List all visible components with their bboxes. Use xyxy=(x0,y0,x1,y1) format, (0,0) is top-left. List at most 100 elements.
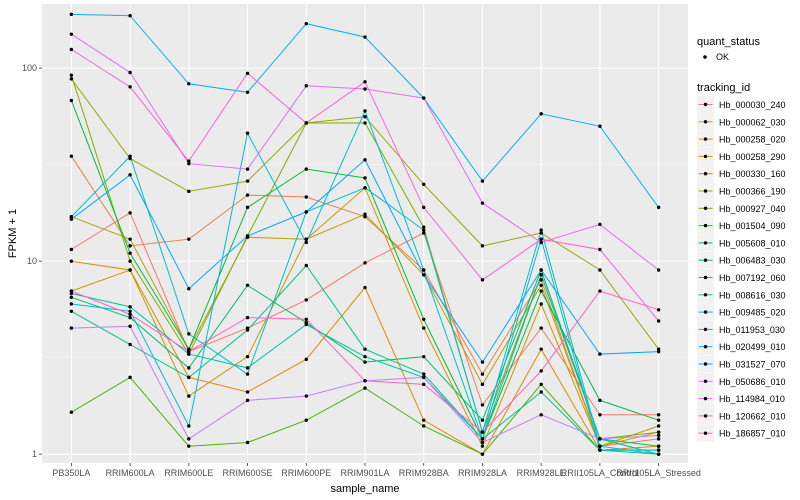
data-point xyxy=(656,430,661,434)
data-point xyxy=(245,390,250,394)
data-point xyxy=(539,289,543,293)
data-point xyxy=(245,315,250,320)
data-point xyxy=(187,352,191,356)
data-point xyxy=(656,349,661,354)
data-point xyxy=(128,315,132,320)
data-point xyxy=(480,360,485,364)
data-point xyxy=(187,424,191,428)
color-legend-label: Hb_050686_010 xyxy=(719,377,786,387)
data-point xyxy=(304,195,308,199)
color-legend-key-point xyxy=(703,206,708,210)
shape-legend-key xyxy=(703,55,707,59)
color-legend-key-point xyxy=(703,137,708,141)
data-point xyxy=(598,444,602,448)
y-tick-label: 10 xyxy=(27,256,37,266)
color-legend-key-point xyxy=(703,172,708,176)
data-point xyxy=(480,382,485,387)
data-point xyxy=(128,154,132,158)
color-legend-key-point xyxy=(703,293,708,297)
data-point xyxy=(363,360,367,364)
data-point xyxy=(539,240,543,245)
data-point xyxy=(656,319,661,323)
data-point xyxy=(69,77,74,81)
color-legend-label: Hb_000030_240 xyxy=(719,100,786,110)
x-tick-label: RRIM600LE xyxy=(164,468,213,478)
data-point xyxy=(539,382,543,387)
x-tick-label: RRIM928LA xyxy=(458,468,507,478)
color-legend-key-point xyxy=(703,258,708,262)
color-legend-label: Hb_031527_070 xyxy=(719,360,786,370)
data-point xyxy=(539,231,543,235)
data-point xyxy=(304,357,308,362)
data-point xyxy=(422,96,426,100)
data-point xyxy=(363,35,367,39)
data-point xyxy=(363,176,367,180)
x-tick-label: RRIM928BA xyxy=(399,468,449,478)
data-point xyxy=(69,410,74,414)
data-point xyxy=(656,413,661,417)
color-legend-label: Hb_020499_010 xyxy=(719,342,786,352)
data-point xyxy=(363,379,367,383)
data-point xyxy=(304,263,308,268)
data-point xyxy=(187,444,191,448)
data-point xyxy=(187,347,191,351)
data-point xyxy=(304,84,308,88)
data-point xyxy=(187,394,191,398)
data-point xyxy=(480,179,485,183)
data-point xyxy=(422,273,426,277)
x-tick-label: RRIM901LA xyxy=(340,468,389,478)
data-point xyxy=(69,12,74,17)
data-point xyxy=(128,156,132,161)
data-point xyxy=(69,32,74,36)
data-point xyxy=(187,189,191,194)
data-point xyxy=(363,386,367,390)
color-legend-key-point xyxy=(703,223,708,228)
data-point xyxy=(69,291,74,296)
data-point xyxy=(363,261,367,265)
color-legend-label: Hb_186857_010 xyxy=(719,429,786,439)
color-legend-label: Hb_000258_020 xyxy=(719,135,786,145)
data-point xyxy=(304,418,308,422)
data-point xyxy=(422,268,426,272)
data-point xyxy=(539,112,543,116)
data-point xyxy=(480,452,485,456)
data-point xyxy=(69,98,74,103)
color-legend-key-point xyxy=(703,362,708,366)
data-point xyxy=(245,167,250,171)
data-point xyxy=(363,212,367,216)
data-point xyxy=(363,214,367,219)
color-legend-key-point xyxy=(703,379,708,383)
data-point xyxy=(128,312,132,317)
data-point xyxy=(69,154,74,158)
color-legend-label: Hb_000366_190 xyxy=(719,187,786,197)
data-point xyxy=(128,342,132,347)
color-legend-key-point xyxy=(703,102,708,107)
data-point xyxy=(187,366,191,370)
data-point xyxy=(480,244,485,248)
color-legend-label: Hb_006483_030 xyxy=(719,256,786,266)
data-point xyxy=(245,205,250,210)
data-point xyxy=(245,234,250,238)
x-tick-label: RRIM600SE xyxy=(223,468,273,478)
data-point xyxy=(539,369,543,373)
data-point xyxy=(598,398,602,403)
data-point xyxy=(539,302,543,306)
data-point xyxy=(656,452,661,456)
data-point xyxy=(187,82,191,86)
data-point xyxy=(422,225,426,229)
data-point xyxy=(245,179,250,183)
color-legend-label: Hb_008616_030 xyxy=(719,290,786,300)
data-point xyxy=(304,317,308,321)
data-point xyxy=(245,193,250,197)
color-legend-key-point xyxy=(703,275,708,280)
data-point xyxy=(304,240,308,245)
data-point xyxy=(304,237,308,241)
data-point xyxy=(69,73,74,77)
data-point xyxy=(480,437,485,441)
data-point xyxy=(363,115,367,119)
color-legend-key-point xyxy=(703,310,708,314)
color-legend-key-point xyxy=(703,241,708,245)
data-point xyxy=(598,124,602,128)
color-legend-key-point xyxy=(703,189,708,193)
